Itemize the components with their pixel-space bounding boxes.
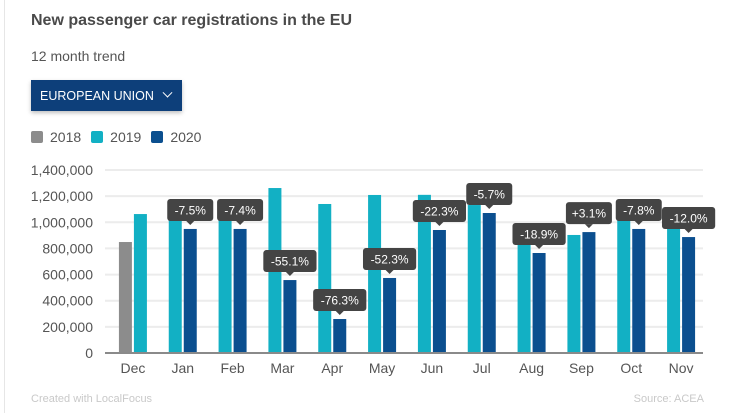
legend-item-2020: 2020 xyxy=(151,129,201,145)
bar-2020-oct xyxy=(632,228,646,353)
legend: 2018 2019 2020 xyxy=(31,129,211,145)
bar-2020-sep xyxy=(582,232,596,353)
bar-2019-jul xyxy=(467,205,481,353)
bar-2019-sep xyxy=(567,234,581,353)
change-label: -7.8% xyxy=(623,203,655,217)
chart-title: New passenger car registrations in the E… xyxy=(31,12,352,29)
chart-subtitle: 12 month trend xyxy=(31,48,126,64)
change-label: -22.3% xyxy=(420,204,458,218)
change-label: -12.0% xyxy=(670,212,708,226)
change-label-pointer xyxy=(485,205,494,210)
change-label-bg xyxy=(167,198,214,221)
region-dropdown[interactable]: EUROPEAN UNION xyxy=(31,80,182,111)
legend-label: 2018 xyxy=(50,129,82,145)
bar-2019-oct xyxy=(617,219,631,353)
bar-2019-feb xyxy=(218,219,232,353)
bar-2018-dec xyxy=(118,242,132,353)
bar-2020-nov xyxy=(682,237,696,353)
x-tick-label: Apr xyxy=(321,360,343,376)
change-label-bg xyxy=(412,199,467,222)
change-label-bg xyxy=(217,198,264,221)
change-label-pointer xyxy=(236,220,245,225)
bar-2019-dec xyxy=(133,214,147,353)
x-tick-label: Dec xyxy=(120,360,145,376)
change-label: -52.3% xyxy=(371,252,409,266)
change-label: -5.7% xyxy=(474,188,506,202)
change-label-bg xyxy=(466,183,513,206)
region-dropdown-label: EUROPEAN UNION xyxy=(40,88,154,103)
change-label-pointer xyxy=(335,311,344,316)
bar-2020-may xyxy=(383,277,397,353)
legend-item-2018: 2018 xyxy=(31,129,81,145)
change-label-pointer xyxy=(385,269,394,274)
bar-2019-jun xyxy=(417,194,431,353)
bar-2019-apr xyxy=(318,203,332,353)
change-label-pointer xyxy=(584,224,593,229)
x-tick-label: Nov xyxy=(669,360,694,376)
change-label-pointer xyxy=(535,245,544,250)
x-tick-label: Feb xyxy=(221,360,245,376)
change-label-bg xyxy=(565,202,612,225)
change-label-pointer xyxy=(435,221,444,226)
bar-2020-jun xyxy=(432,229,446,353)
change-label-pointer xyxy=(684,229,693,234)
change-label-bg xyxy=(313,289,367,312)
change-label: -55.1% xyxy=(271,255,309,269)
legend-swatch-2020 xyxy=(151,131,164,143)
legend-label: 2020 xyxy=(170,129,202,145)
change-label: -76.3% xyxy=(321,294,359,308)
y-tick-label: 0 xyxy=(85,345,93,361)
change-label-bg xyxy=(362,247,417,270)
change-label-pointer xyxy=(285,272,294,277)
x-tick-label: May xyxy=(369,360,395,376)
change-label-bg xyxy=(615,198,662,221)
x-tick-label: Oct xyxy=(620,360,642,376)
bar-2020-apr xyxy=(333,319,347,353)
x-tick-label: Jul xyxy=(473,360,491,376)
y-tick-label: 1,200,000 xyxy=(31,188,93,204)
source-text: Source: ACEA xyxy=(633,393,704,405)
legend-swatch-2019 xyxy=(91,131,104,143)
x-tick-label: Aug xyxy=(519,360,544,376)
y-tick-label: 1,000,000 xyxy=(31,214,93,230)
change-label: -18.9% xyxy=(520,228,558,242)
bar-2019-nov xyxy=(667,221,681,353)
y-tick-label: 800,000 xyxy=(42,240,93,256)
bar-2020-mar xyxy=(283,280,297,353)
x-tick-label: Mar xyxy=(270,360,294,376)
change-label-pointer xyxy=(186,220,195,225)
y-tick-label: 400,000 xyxy=(42,293,93,309)
credit-text: Created with LocalFocus xyxy=(31,393,153,405)
change-label-pointer xyxy=(634,220,643,225)
x-tick-label: Jun xyxy=(421,360,444,376)
legend-swatch-2018 xyxy=(31,131,43,143)
legend-item-2019: 2019 xyxy=(91,129,141,145)
change-label-bg xyxy=(661,207,716,230)
x-tick-label: Sep xyxy=(569,360,594,376)
y-tick-label: 600,000 xyxy=(42,267,93,283)
bar-2020-aug xyxy=(532,253,546,353)
y-tick-label: 200,000 xyxy=(42,319,93,335)
change-label: -7.4% xyxy=(224,203,256,217)
bar-2020-jul xyxy=(482,213,496,353)
bar-2019-jan xyxy=(168,219,182,353)
change-label-bg xyxy=(263,250,317,273)
change-label-bg xyxy=(512,223,566,246)
bar-2020-jan xyxy=(183,228,197,353)
bar-2019-may xyxy=(368,194,382,353)
y-tick-label: 1,400,000 xyxy=(31,162,93,178)
change-label: +3.1% xyxy=(572,207,607,221)
bar-2019-aug xyxy=(517,229,531,353)
legend-label: 2019 xyxy=(110,129,142,145)
bar-2020-feb xyxy=(233,228,247,353)
x-tick-label: Jan xyxy=(171,360,194,376)
chart-card xyxy=(4,0,735,413)
change-label: -7.5% xyxy=(175,203,207,217)
